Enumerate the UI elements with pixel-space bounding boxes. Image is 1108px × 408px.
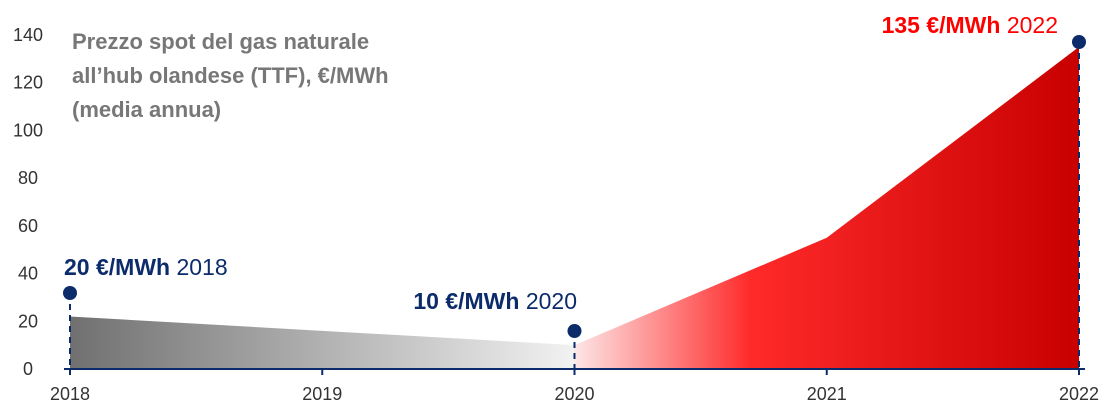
y-tick-label: 20 <box>18 311 38 331</box>
annotation-label: 10 €/MWh 2020 <box>413 288 577 314</box>
markers <box>63 35 1086 338</box>
annotation-year: 2018 <box>176 254 227 280</box>
annotation-year: 2022 <box>1007 12 1058 38</box>
annotation-label: 20 €/MWh 2018 <box>64 254 228 280</box>
annotation-marker <box>1072 35 1086 49</box>
areas <box>70 46 1079 370</box>
annotation-value: 20 €/MWh <box>64 254 176 280</box>
marker-guides <box>69 42 1080 369</box>
annotation-label: 135 €/MWh 2022 <box>882 12 1058 38</box>
annotation-value: 10 €/MWh <box>413 288 525 314</box>
annotation-year: 2020 <box>526 288 577 314</box>
y-tick-label: 40 <box>18 264 38 284</box>
x-tick-label: 2019 <box>302 384 342 404</box>
x-tick-label: 2018 <box>50 384 90 404</box>
y-tick-label: 140 <box>13 25 43 45</box>
x-tick-label: 2020 <box>554 384 594 404</box>
x-tick-label: 2021 <box>807 384 847 404</box>
y-tick-label: 0 <box>23 359 33 379</box>
y-tick-label: 100 <box>13 120 43 140</box>
annotations: 20 €/MWh 2018 10 €/MWh 2020 135 €/MWh 2022 <box>64 12 1058 314</box>
chart-title-line-3: (media annua) <box>72 97 221 122</box>
y-tick-label: 60 <box>18 216 38 236</box>
chart-title-line-2: all’hub olandese (TTF), €/MWh <box>72 63 389 88</box>
area-segment-2020-2022 <box>574 46 1079 370</box>
area-segment-2018-2020 <box>70 316 575 369</box>
annotation-marker <box>63 286 77 300</box>
y-tick-label: 120 <box>13 73 43 93</box>
annotation-value: 135 €/MWh <box>882 12 1007 38</box>
y-axis-ticks: 0 20 40 60 80 100 120 140 <box>13 25 43 379</box>
x-axis-ticks: 2018 2019 2020 2021 2022 <box>50 369 1099 404</box>
annotation-marker <box>567 324 582 338</box>
y-tick-label: 80 <box>18 168 38 188</box>
x-tick-label: 2022 <box>1059 384 1099 404</box>
chart-title-line-1: Prezzo spot del gas naturale <box>72 29 369 54</box>
